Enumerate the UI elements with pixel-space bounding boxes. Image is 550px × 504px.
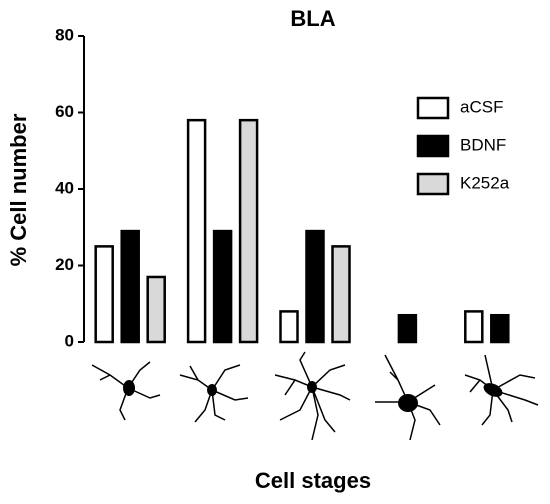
y-tick-label: 40 bbox=[55, 178, 74, 197]
x-axis-label: Cell stages bbox=[255, 468, 371, 493]
bar bbox=[120, 229, 140, 344]
y-tick-label: 80 bbox=[55, 25, 74, 44]
bar bbox=[331, 245, 351, 344]
legend-label: aCSF bbox=[460, 97, 503, 116]
bar bbox=[186, 118, 207, 344]
cell-drawing bbox=[464, 354, 539, 426]
legend-label: K252a bbox=[460, 173, 510, 192]
legend-label: BDNF bbox=[460, 135, 506, 154]
cell-drawing bbox=[274, 351, 351, 441]
bar bbox=[146, 275, 166, 344]
bar bbox=[279, 310, 299, 344]
bar bbox=[464, 310, 484, 344]
bar bbox=[238, 118, 259, 344]
cell-drawing bbox=[375, 354, 441, 441]
bar bbox=[94, 245, 114, 344]
legend-swatch bbox=[416, 96, 450, 120]
bar bbox=[490, 313, 510, 344]
bar bbox=[212, 229, 233, 344]
bar bbox=[397, 313, 418, 344]
y-tick-label: 20 bbox=[55, 255, 74, 274]
cell-drawing bbox=[91, 361, 161, 421]
y-tick-label: 0 bbox=[65, 331, 74, 350]
y-axis-label: % Cell number bbox=[6, 113, 31, 266]
legend-swatch bbox=[416, 172, 450, 196]
chart-title: BLA bbox=[290, 6, 335, 31]
y-tick-label: 60 bbox=[55, 102, 74, 121]
cell-drawing bbox=[179, 364, 249, 423]
legend-swatch bbox=[416, 134, 450, 158]
bar bbox=[305, 229, 325, 344]
